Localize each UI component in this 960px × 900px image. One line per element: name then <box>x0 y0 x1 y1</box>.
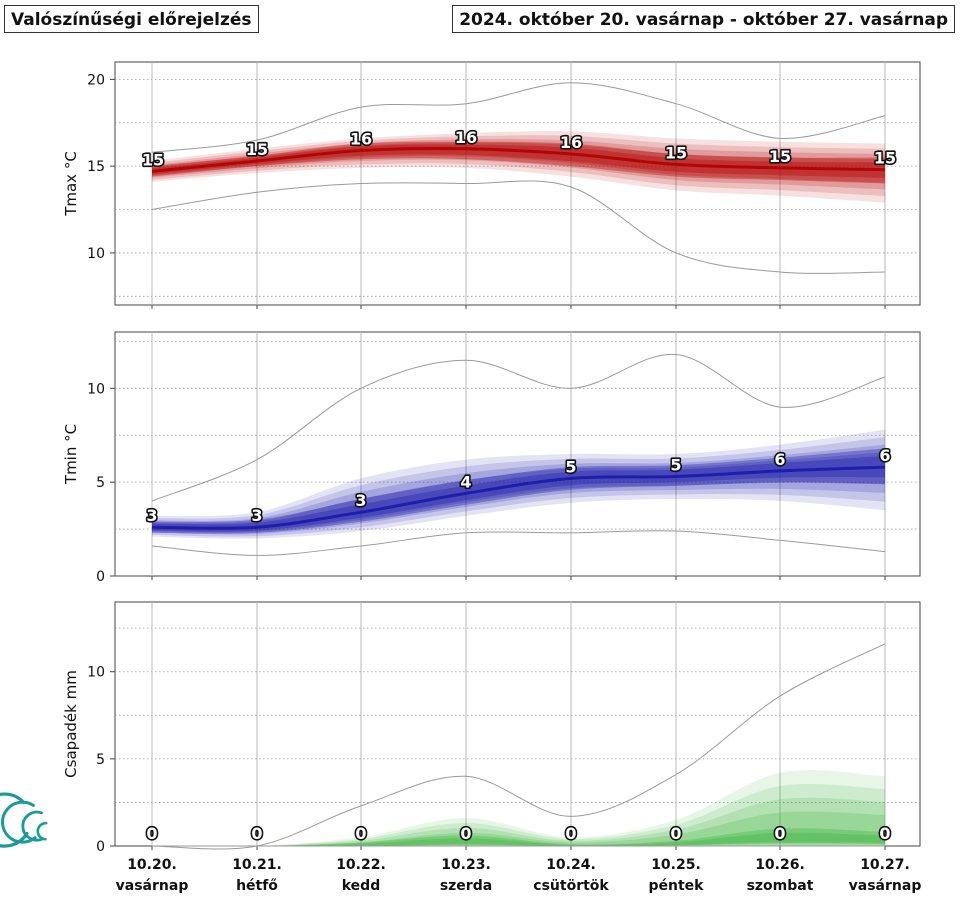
y-tick-label: 5 <box>96 475 105 491</box>
extreme-max-line <box>151 353 886 502</box>
x-tick-label-date: 10.21. <box>232 857 282 873</box>
x-tick-label-day: kedd <box>342 878 380 894</box>
y-tick-label: 0 <box>96 569 105 585</box>
panel-frame <box>114 601 921 847</box>
y-tick-label: 10 <box>87 381 105 397</box>
data-label: 5 <box>670 456 681 475</box>
x-tick-label-day: vasárnap <box>116 878 189 894</box>
logo-icon <box>0 792 48 848</box>
plume-band-inner <box>152 448 885 534</box>
data-label: 3 <box>355 491 366 510</box>
x-tick-label-day: csütörtök <box>533 878 609 894</box>
y-tick-label: 20 <box>87 72 105 88</box>
logo-arc <box>0 792 29 848</box>
median-line <box>151 147 886 173</box>
plume-band-outer <box>152 444 885 535</box>
median-line <box>151 465 886 530</box>
plume-band-outer <box>152 437 885 537</box>
x-tick-label-date: 10.26. <box>755 857 805 873</box>
chart-title: Valószínűségi előrejelzés <box>4 5 259 33</box>
plume-band-outer <box>152 135 885 196</box>
plume-band-outer <box>152 797 885 847</box>
x-tick-label-date: 10.24. <box>546 857 596 873</box>
data-label: 6 <box>879 446 890 465</box>
plume-band-inner <box>152 828 885 847</box>
data-label: 0 <box>565 824 576 843</box>
logo-arc <box>36 821 48 841</box>
x-tick-label-day: vasárnap <box>849 878 922 894</box>
y-tick-label: 0 <box>96 839 105 855</box>
data-label: 16 <box>455 128 477 147</box>
x-tick-label-date: 10.23. <box>441 857 491 873</box>
panel-tmax: 10 15 20 Tmax °C 15 15 16 16 16 15 15 15 <box>62 61 921 309</box>
panel-tmin: 0 5 10 Tmin °C 3 3 3 4 5 5 6 6 <box>62 331 921 585</box>
x-tick-label-day: szerda <box>440 878 492 894</box>
x-tick-label-day: szombat <box>747 878 814 894</box>
data-label: 15 <box>769 147 791 166</box>
plume-band-outer <box>152 770 885 847</box>
data-label: 0 <box>774 824 785 843</box>
extreme-max-line <box>151 643 886 850</box>
logo-arc <box>1 800 37 844</box>
data-label: 16 <box>350 130 372 149</box>
extreme-min-line <box>151 530 886 556</box>
data-label: 6 <box>774 450 785 469</box>
plume-band-outer <box>152 811 885 847</box>
x-tick-label-day: hétfő <box>236 878 278 894</box>
panel-frame <box>114 61 921 306</box>
y-tick-label: 15 <box>87 159 105 175</box>
panel-frame <box>114 331 921 577</box>
data-label: 15 <box>665 143 687 162</box>
x-tick-label-date: 10.27. <box>860 857 910 873</box>
extreme-min-line <box>151 180 886 274</box>
data-label: 15 <box>246 140 268 159</box>
extreme-max-line <box>151 82 886 153</box>
data-label: 4 <box>460 472 471 491</box>
data-label: 0 <box>670 824 681 843</box>
data-label: 0 <box>355 824 366 843</box>
plume-band-inner <box>152 832 885 847</box>
date-range-title: 2024. október 20. vasárnap - október 27.… <box>452 5 955 33</box>
x-tick-label-day: péntek <box>649 878 705 894</box>
data-label: 15 <box>142 150 164 169</box>
panel-precip: 0 5 10 Csapadék mm 0 0 0 0 0 0 0 0 <box>62 601 921 855</box>
x-tick-label-date: 10.25. <box>651 857 701 873</box>
data-label: 3 <box>146 506 157 525</box>
x-tick-label-date: 10.20. <box>127 857 177 873</box>
data-label: 0 <box>460 824 471 843</box>
data-label: 0 <box>879 824 890 843</box>
y-tick-label: 10 <box>87 665 105 681</box>
data-label: 16 <box>560 133 582 152</box>
y-axis-label: Tmin °C <box>62 424 80 485</box>
x-tick-label-date: 10.22. <box>336 857 386 873</box>
data-label: 0 <box>146 824 157 843</box>
y-axis-label: Tmax °C <box>62 151 80 217</box>
data-label: 3 <box>251 506 262 525</box>
plume-band-outer <box>152 452 885 533</box>
y-axis-label: Csapadék mm <box>62 670 80 778</box>
y-tick-label: 5 <box>96 752 105 768</box>
data-label: 0 <box>251 824 262 843</box>
data-label: 15 <box>874 149 896 168</box>
data-label: 5 <box>565 457 576 476</box>
plume-band-outer <box>152 131 885 203</box>
logo-arc <box>21 810 43 842</box>
plume-band-outer <box>152 783 885 847</box>
y-tick-label: 10 <box>87 246 105 262</box>
